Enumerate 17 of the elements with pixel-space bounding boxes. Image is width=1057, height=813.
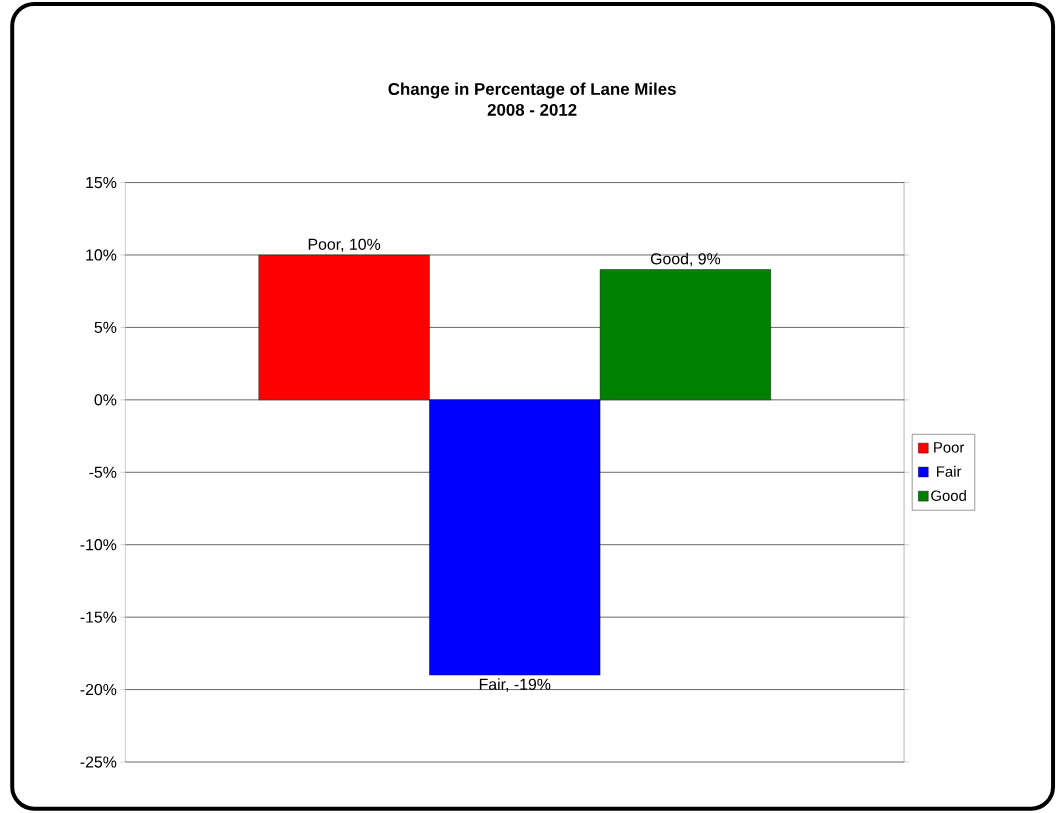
y-tick-label: -10% <box>80 539 117 551</box>
chart-title: Change in Percentage of Lane Miles <box>388 82 676 99</box>
y-tick-label: -20% <box>80 684 117 696</box>
y-tick-label: 15% <box>86 177 117 189</box>
y-tick-label: -25% <box>80 756 117 768</box>
legend-label: Good <box>931 490 966 502</box>
chart-subtitle: 2008 - 2012 <box>487 104 577 117</box>
y-tick-label: 0% <box>94 394 117 406</box>
legend-label: Poor <box>934 442 965 453</box>
legend-label: Fair <box>937 466 962 477</box>
data-label: Fair, -19% <box>479 678 551 692</box>
y-tick-label: 10% <box>86 249 117 261</box>
y-tick-label: 5% <box>94 322 117 334</box>
data-label: Poor, 10% <box>308 238 381 252</box>
y-tick-label: -5% <box>89 466 117 479</box>
y-tick-label: -15% <box>80 611 117 623</box>
data-label: Good, 9% <box>650 252 721 267</box>
